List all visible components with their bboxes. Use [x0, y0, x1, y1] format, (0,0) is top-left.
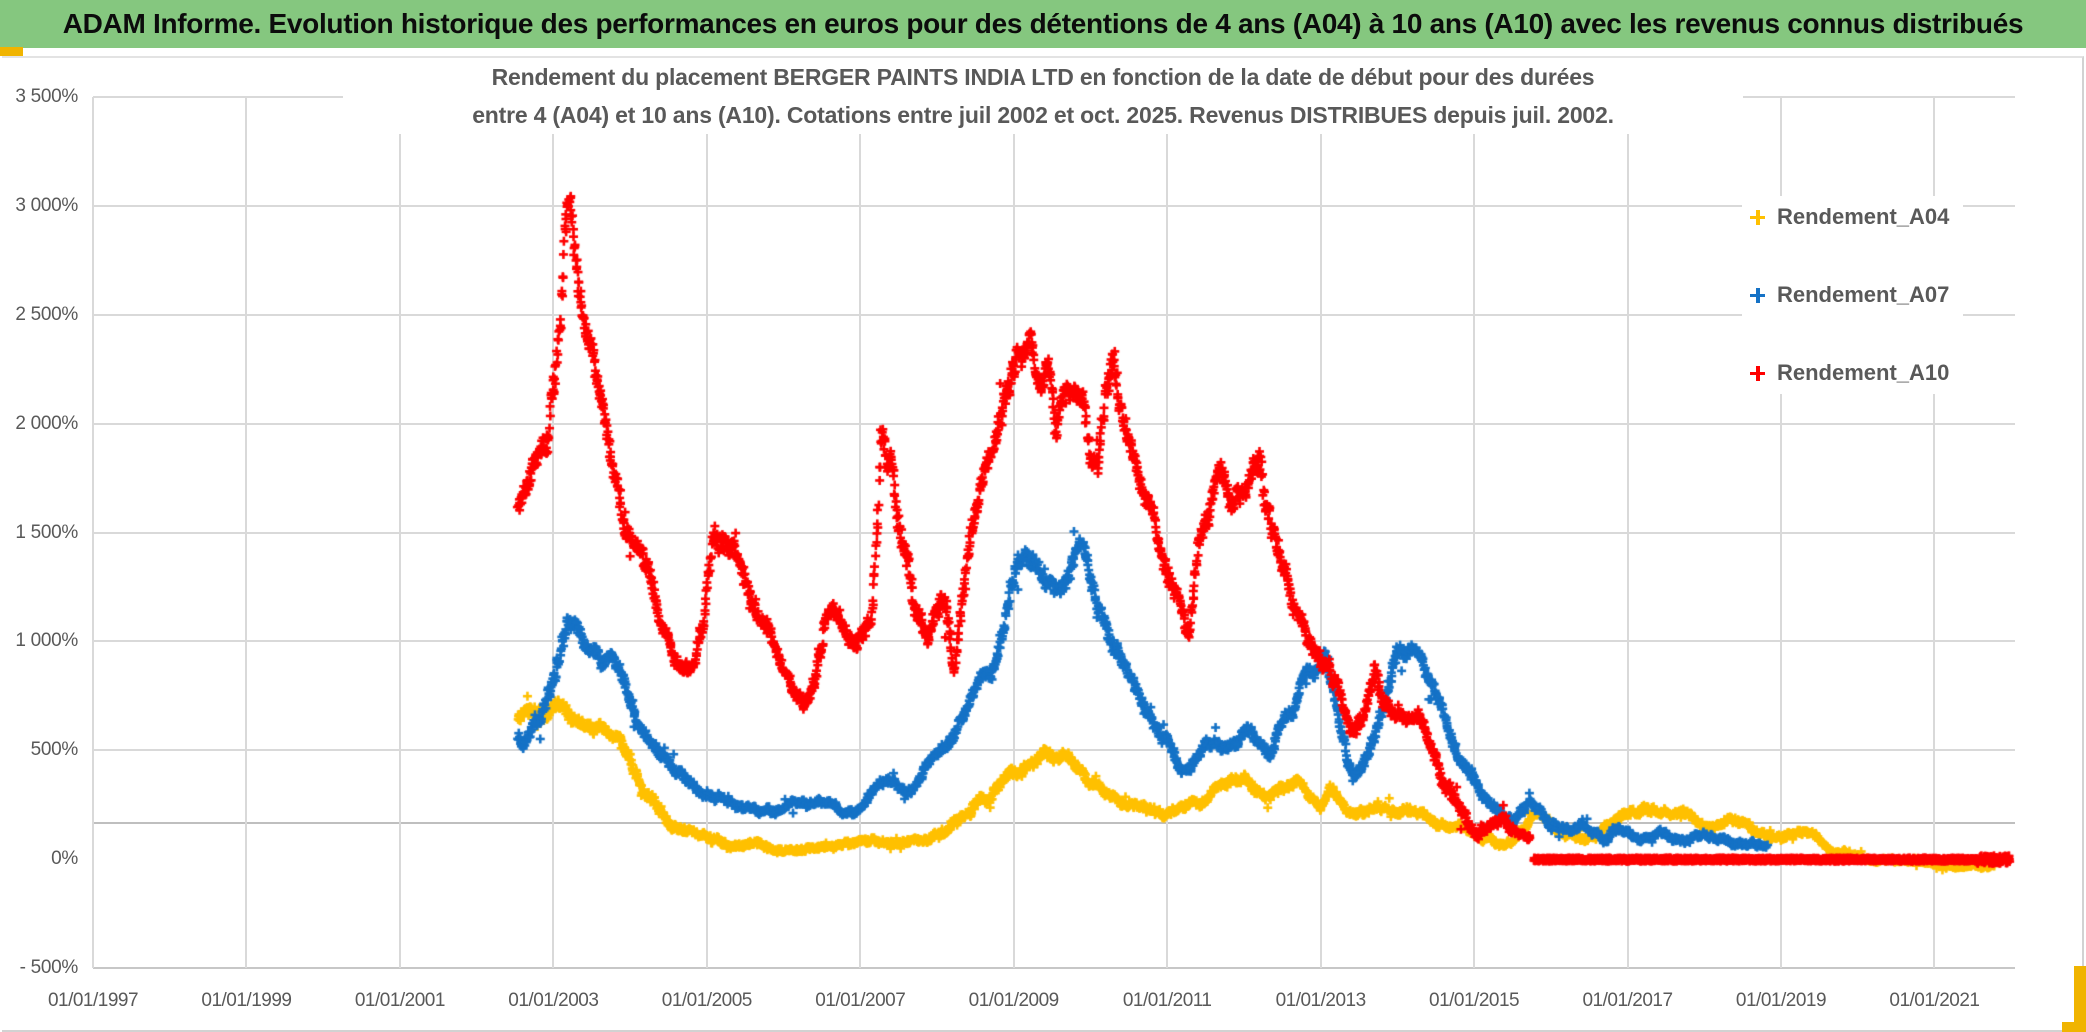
legend-label: Rendement_A07 [1777, 282, 1950, 307]
chart-title-line-2: entre 4 (A04) et 10 ans (A10). Cotations… [472, 102, 1614, 128]
plus-marker-icon [1750, 287, 1765, 303]
legend-item-rendement-a07: Rendement_A07 [1750, 280, 1949, 310]
y-axis-tick-label: 2 000% [15, 412, 78, 434]
x-axis-tick-label: 01/01/2003 [508, 990, 599, 1011]
y-axis-tick-label: 0% [51, 848, 78, 870]
gold-accent-bottom-right-horizontal [2062, 1022, 2086, 1032]
chart-title: Rendement du placement BERGER PAINTS IND… [343, 58, 1743, 134]
x-axis-tick-label: 01/01/2007 [815, 990, 906, 1011]
plus-marker-icon [1750, 209, 1765, 225]
x-axis-tick-label: 01/01/2001 [354, 990, 446, 1011]
y-axis-tick-label: 500% [30, 739, 79, 761]
x-axis-tick-label: 01/01/1999 [201, 990, 292, 1011]
y-axis-tick-label: 1 500% [15, 521, 78, 543]
report-title: ADAM Informe. Evolution historique des p… [62, 8, 2024, 39]
x-axis-tick-label: 01/01/2019 [1735, 990, 1827, 1011]
legend-label: Rendement_A04 [1777, 204, 1950, 229]
x-axis-tick-label: 01/01/1997 [47, 990, 139, 1011]
x-axis-tick-label: 01/01/2005 [661, 990, 753, 1011]
report-header-banner: ADAM Informe. Evolution historique des p… [0, 0, 2086, 48]
legend-item-rendement-a10: Rendement_A10 [1750, 358, 1949, 388]
gold-accent-top-left [0, 47, 23, 56]
y-axis-tick-label: - 500% [19, 957, 79, 978]
legend-label: Rendement_A10 [1777, 360, 1950, 385]
x-axis-tick-label: 01/01/2013 [1275, 990, 1367, 1011]
x-axis-tick-label: 01/01/2021 [1889, 990, 1980, 1011]
x-axis-tick-label: 01/01/2009 [968, 990, 1060, 1011]
y-axis-tick-label: 2 500% [15, 303, 78, 325]
chart-title-line-1: Rendement du placement BERGER PAINTS IND… [491, 64, 1595, 90]
plus-marker-icon [1750, 365, 1765, 381]
legend-item-rendement-a04: Rendement_A04 [1750, 202, 1949, 232]
gold-accent-bottom-right-vertical [2074, 966, 2086, 1032]
y-axis-tick-label: 3 500% [15, 86, 78, 107]
y-axis-tick-label: 1 000% [15, 630, 78, 652]
chart-legend: Rendement_A04 Rendement_A07 Rendement_A1… [1742, 196, 1964, 394]
x-axis-tick-label: 01/01/2017 [1582, 990, 1673, 1011]
x-axis-tick-label: 01/01/2011 [1122, 990, 1212, 1011]
x-axis-tick-label: 01/01/2015 [1429, 990, 1520, 1011]
y-axis-tick-label: 3 000% [15, 194, 78, 216]
